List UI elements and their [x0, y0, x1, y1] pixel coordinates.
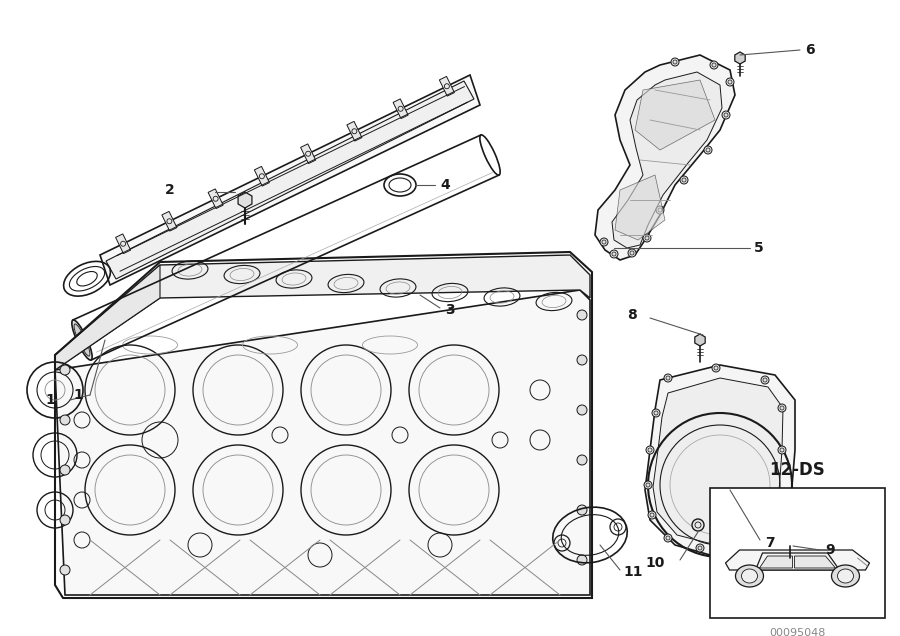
Text: 12-DS: 12-DS [770, 461, 825, 479]
Polygon shape [55, 255, 590, 370]
Circle shape [60, 365, 70, 375]
Circle shape [60, 465, 70, 475]
Text: 1: 1 [73, 388, 83, 402]
Circle shape [577, 555, 587, 565]
Text: 00095048: 00095048 [770, 628, 825, 636]
Circle shape [774, 496, 782, 504]
Circle shape [652, 409, 660, 417]
Ellipse shape [838, 569, 853, 583]
Circle shape [60, 565, 70, 575]
Text: 4: 4 [440, 178, 450, 192]
Polygon shape [725, 550, 869, 570]
Circle shape [628, 249, 636, 257]
Polygon shape [635, 80, 715, 150]
Circle shape [60, 515, 70, 525]
Text: 6: 6 [805, 43, 814, 57]
Ellipse shape [832, 565, 860, 587]
Polygon shape [653, 378, 783, 543]
Circle shape [644, 481, 652, 489]
Circle shape [722, 111, 730, 119]
Circle shape [726, 78, 734, 86]
Polygon shape [162, 211, 177, 231]
Circle shape [577, 405, 587, 415]
Polygon shape [612, 72, 722, 248]
Polygon shape [255, 167, 269, 186]
Bar [710, 488, 885, 618]
Polygon shape [115, 234, 130, 254]
Circle shape [761, 376, 769, 384]
Polygon shape [301, 144, 316, 163]
Ellipse shape [742, 569, 758, 583]
Polygon shape [55, 265, 160, 370]
Polygon shape [55, 290, 590, 595]
Circle shape [712, 364, 720, 372]
Text: 10: 10 [645, 556, 665, 570]
Polygon shape [346, 121, 362, 141]
Ellipse shape [72, 320, 92, 360]
Polygon shape [100, 75, 480, 285]
Circle shape [577, 505, 587, 515]
Polygon shape [734, 52, 745, 64]
Text: 11: 11 [623, 565, 643, 579]
Text: 7: 7 [765, 536, 775, 550]
Polygon shape [208, 189, 223, 209]
Circle shape [778, 404, 786, 412]
Circle shape [60, 415, 70, 425]
Circle shape [577, 455, 587, 465]
Circle shape [778, 446, 786, 454]
Text: 3: 3 [445, 303, 455, 317]
Polygon shape [760, 556, 793, 568]
Text: 2: 2 [166, 183, 175, 197]
Circle shape [664, 374, 672, 382]
Polygon shape [595, 55, 735, 260]
Polygon shape [393, 99, 409, 118]
Polygon shape [238, 192, 252, 208]
Circle shape [646, 446, 654, 454]
Text: 1: 1 [45, 393, 55, 407]
Circle shape [610, 250, 618, 258]
Ellipse shape [735, 565, 763, 587]
Polygon shape [106, 81, 474, 279]
Polygon shape [755, 553, 840, 570]
Circle shape [648, 511, 656, 519]
Text: 9: 9 [825, 543, 834, 557]
Circle shape [664, 534, 672, 542]
Polygon shape [785, 534, 796, 546]
Polygon shape [645, 365, 795, 555]
Circle shape [692, 519, 704, 531]
Circle shape [710, 61, 718, 69]
Circle shape [696, 544, 704, 552]
Circle shape [577, 355, 587, 365]
Circle shape [680, 176, 688, 184]
Text: 8: 8 [627, 308, 637, 322]
Circle shape [704, 146, 712, 154]
Circle shape [720, 544, 728, 552]
Polygon shape [615, 175, 665, 240]
Polygon shape [439, 76, 454, 96]
Circle shape [671, 58, 679, 66]
Circle shape [758, 534, 766, 542]
Circle shape [600, 238, 608, 246]
Text: 5: 5 [754, 241, 764, 255]
Polygon shape [795, 556, 835, 568]
Polygon shape [695, 334, 706, 346]
Ellipse shape [74, 324, 90, 356]
Circle shape [643, 234, 651, 242]
Circle shape [656, 206, 664, 214]
Circle shape [577, 310, 587, 320]
